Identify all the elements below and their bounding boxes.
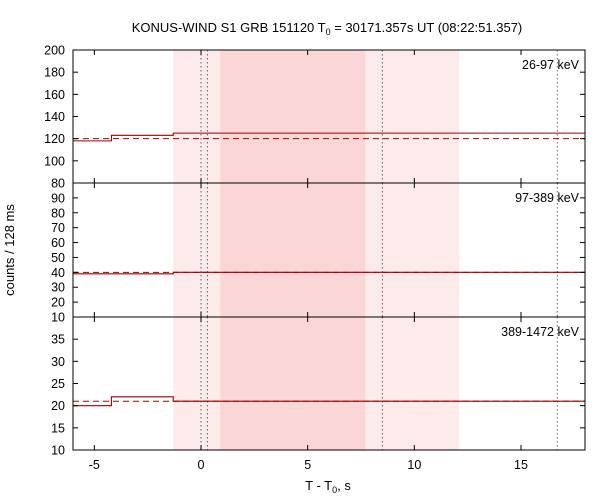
y-tick-label: 90 bbox=[51, 191, 65, 205]
y-tick-label: 25 bbox=[51, 377, 65, 391]
chart-title-main: KONUS-WIND S1 GRB 151120 T bbox=[132, 20, 326, 35]
x-tick-label: 0 bbox=[198, 458, 205, 472]
y-tick-label: 60 bbox=[51, 236, 65, 250]
shaded-interval-1 bbox=[220, 317, 366, 450]
panel-0: 100 120 140 160 180 200 80 26-97 keV bbox=[44, 44, 586, 191]
x-axis-title-rest: , s bbox=[337, 478, 351, 493]
y-axis-title: counts / 128 ms bbox=[2, 204, 17, 296]
y-tick-label: 160 bbox=[44, 88, 65, 102]
shaded-interval-1 bbox=[220, 183, 366, 317]
x-axis-title-main: T - T bbox=[305, 478, 332, 493]
y-tick-label: 140 bbox=[44, 110, 65, 124]
x-tick-label: 5 bbox=[304, 458, 311, 472]
y-tick-label: 30 bbox=[51, 355, 65, 369]
y-tick-label: 15 bbox=[51, 421, 65, 435]
count-rate-series bbox=[73, 271, 585, 275]
x-tick-label: 10 bbox=[407, 458, 421, 472]
x-axis-title: T - T0, s bbox=[305, 478, 351, 495]
y-tick-label: 40 bbox=[51, 266, 65, 280]
chart-title-subscript: 0 bbox=[326, 27, 331, 37]
y-tick-label: 70 bbox=[51, 221, 65, 235]
y-tick-label: 100 bbox=[44, 154, 65, 168]
y-tick-label: 80 bbox=[51, 206, 65, 220]
y-tick-label: 30 bbox=[51, 281, 65, 295]
chart-title-rest: = 30171.357s UT (08:22:51.357) bbox=[331, 20, 523, 35]
y-tick-label: 20 bbox=[51, 399, 65, 413]
energy-band-label: 97-389 keV bbox=[515, 191, 580, 205]
y-tick-label: 35 bbox=[51, 333, 65, 347]
y-tick-label-bottom: 80 bbox=[51, 177, 65, 191]
y-tick-label: 180 bbox=[44, 66, 65, 80]
chart-title: KONUS-WIND S1 GRB 151120 T0 = 30171.357s… bbox=[132, 20, 523, 37]
shaded-interval-1 bbox=[220, 50, 366, 183]
y-tick-label: 20 bbox=[51, 296, 65, 310]
y-tick-label: 200 bbox=[44, 44, 65, 58]
y-tick-label-bottom: 10 bbox=[51, 311, 65, 325]
x-tick-label: 15 bbox=[514, 458, 528, 472]
energy-band-label: 26-97 keV bbox=[522, 58, 580, 72]
y-tick-label: 50 bbox=[51, 251, 65, 265]
count-rate-series bbox=[73, 132, 585, 142]
x-tick-label: -5 bbox=[89, 458, 100, 472]
y-tick-label-bottom: 10 bbox=[51, 444, 65, 458]
panel-2: 15 20 25 30 35 10 389-1472 keV bbox=[51, 316, 586, 458]
count-rate-series bbox=[73, 396, 585, 407]
y-tick-label: 120 bbox=[44, 132, 65, 146]
x-axis-title-subscript: 0 bbox=[332, 485, 337, 495]
energy-band-label: 389-1472 keV bbox=[501, 325, 580, 339]
